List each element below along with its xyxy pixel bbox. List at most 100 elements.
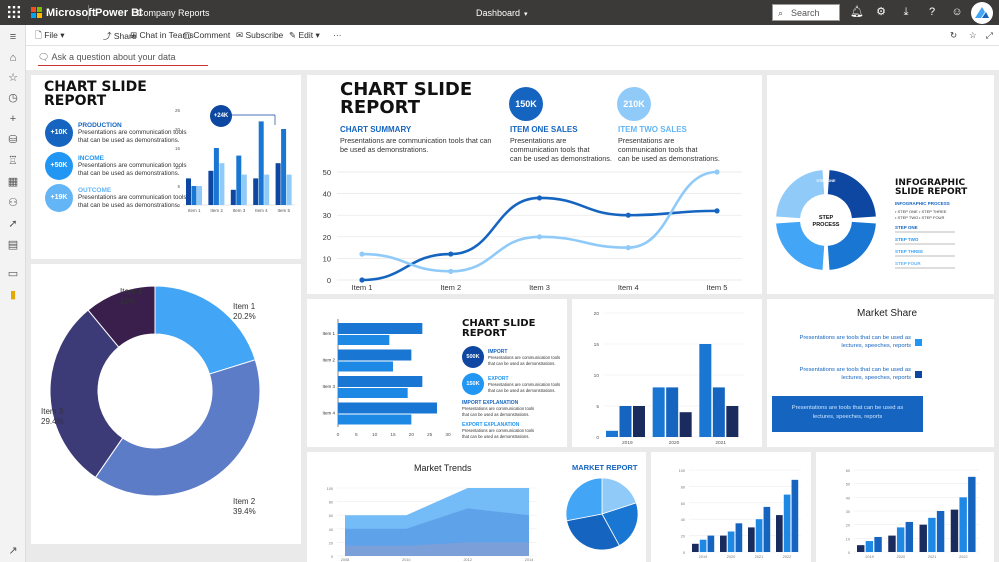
tile-chart-slide-report-2[interactable]: CHART SLIDE REPORT CHART SUMMARY Present…: [307, 75, 762, 294]
clock-icon[interactable]: ◷: [8, 92, 18, 104]
y-tick-label: Item 2: [322, 358, 335, 363]
market-share-text-2: Presentations are tools that can be used…: [799, 367, 912, 381]
market-share-swatch-2: [915, 371, 922, 378]
y-tick-label: 0: [596, 435, 599, 441]
monitor-icon[interactable]: ▭: [7, 268, 19, 280]
x-tick-label: 0: [337, 432, 340, 438]
teams-button[interactable]: [116, 30, 118, 40]
tile-chart-slide-report-1[interactable]: CHART SLIDE REPORT +10K PRODUCTION Prese…: [31, 75, 301, 259]
bell-icon[interactable]: 🔔︎: [850, 6, 864, 18]
file-menu[interactable]: 🗋︎ File ▾: [35, 30, 65, 40]
outcome-text: Presentations are communication tools tha…: [78, 194, 187, 209]
download-icon[interactable]: ⤓: [903, 6, 909, 18]
y-tick-label: 15: [175, 146, 181, 151]
y-tick-label: 100: [327, 487, 333, 491]
y-tick-label: 40: [323, 190, 331, 199]
export-text: Presentations are communication tools tha…: [488, 382, 561, 393]
more-options-button[interactable]: ···: [333, 30, 342, 40]
x-tick-label: 25: [427, 432, 433, 438]
bar: [776, 515, 783, 552]
tile-bar-chart-60[interactable]: 60 50 40 30 20 10 0 2019 2020 2021 2022: [816, 452, 994, 562]
gear-icon[interactable]: ⚙: [876, 6, 886, 18]
plus-icon[interactable]: +: [9, 113, 17, 125]
avatar[interactable]: [971, 2, 993, 24]
action-bar: 🗋︎ File ▾ ⤴ Share ⊞ Chat in Teams ▢ Comm…: [26, 25, 999, 46]
brand-name[interactable]: Microsoft: [46, 7, 96, 19]
export-explanation-label: EXPORT EXPLANATION: [462, 422, 520, 428]
refresh-icon[interactable]: ↻: [950, 30, 958, 40]
import-label: IMPORT: [488, 349, 508, 355]
cycle-segment: [776, 221, 825, 270]
product-name[interactable]: Power BI: [95, 7, 143, 19]
cycle-segment: [827, 170, 876, 219]
home-icon[interactable]: ⌂: [9, 52, 17, 64]
tile-bar-chart-100[interactable]: 100 80 60 40 20 0 2019 2020 2021 2022: [651, 452, 811, 562]
search-input[interactable]: ⌕ Search: [772, 4, 840, 21]
workspace-breadcrumb[interactable]: Company Reports: [137, 8, 210, 18]
item-two-label: ITEM TWO SALES: [618, 125, 687, 134]
data-point: [359, 251, 365, 257]
share-button[interactable]: ⤴ Share: [103, 31, 137, 41]
tile-market-trends[interactable]: Market Trends 100 80 60 40 20 0 2008 2010 2012 20…: [307, 452, 562, 562]
slice-value-label: 11%: [120, 297, 135, 306]
apps-icon[interactable]: ▦: [7, 176, 19, 188]
x-tick-label: 2020: [897, 555, 905, 559]
microsoft-logo-icon: [31, 7, 42, 18]
tile1-title-line1: CHART SLIDE: [44, 79, 147, 95]
bar: [726, 406, 739, 437]
database-icon[interactable]: ⛁: [8, 134, 18, 146]
workspace-icon[interactable]: ▮: [9, 289, 17, 301]
data-point: [625, 245, 631, 251]
market-share-text-1: Presentations are tools that can be used…: [799, 335, 912, 349]
bar: [950, 509, 959, 552]
pie-slice: [601, 502, 639, 547]
item-two-text: Presentations are communication tools tha…: [618, 136, 720, 163]
tile-market-report[interactable]: MARKET REPORT: [562, 452, 646, 562]
yearly-bar-chart: 0 5 10 15 20 2019 2020 2021: [594, 311, 744, 446]
slice-value-label: 20.2%: [233, 312, 256, 321]
outcome-badge: +19K: [45, 184, 73, 212]
people-icon[interactable]: ⚇: [8, 197, 18, 209]
rocket-icon[interactable]: ➚: [8, 218, 18, 230]
qa-bar[interactable]: 🗨︎ Ask a question about your data: [26, 46, 999, 70]
income-text: Presentations are communication tools tha…: [78, 162, 187, 177]
tile-horizontal-bar-report[interactable]: 0 5 10 15 20 25 30 Item 1 Item 2 Item 3 Item 4 CHA…: [307, 299, 567, 447]
app-launcher-icon[interactable]: [8, 6, 20, 18]
fullscreen-icon[interactable]: ⤢: [986, 30, 993, 40]
view-selector[interactable]: Dashboard ▾: [476, 8, 528, 18]
bar: [186, 178, 191, 205]
expand-arrow-icon[interactable]: ↗: [8, 545, 18, 557]
y-tick-label: Item 4: [322, 411, 335, 416]
y-tick-label: 0: [331, 555, 333, 559]
qa-input[interactable]: 🗨︎ Ask a question about your data: [38, 52, 176, 62]
trophy-icon[interactable]: ♖: [8, 155, 18, 167]
chat-in-teams-button[interactable]: ⊞ Chat in Teams: [130, 30, 194, 40]
donut-slice: [94, 359, 261, 497]
y-tick-label: 60: [681, 502, 685, 506]
x-tick-label: 2014: [525, 558, 533, 562]
help-icon[interactable]: ?: [928, 6, 936, 18]
hamburger-icon[interactable]: ≡: [9, 31, 17, 43]
bar: [197, 186, 202, 205]
y-tick-label: Item 3: [322, 384, 335, 389]
y-tick-label: 10: [846, 537, 850, 541]
tile-infographic[interactable]: STEP PROCESS STEP ONE STEP TWO INFOGRAPHIC …: [767, 75, 994, 294]
book-icon[interactable]: ▤: [7, 239, 19, 251]
data-point: [714, 208, 720, 214]
bar: [241, 174, 247, 205]
cycle-step-label: STEP TWO: [853, 218, 873, 222]
x-tick-label: 5: [355, 432, 358, 438]
star-icon[interactable]: ☆: [8, 72, 18, 84]
favorite-icon[interactable]: ☆: [969, 30, 977, 40]
subscribe-button[interactable]: ✉ Subscribe: [236, 30, 284, 40]
x-tick-label: 2022: [783, 555, 791, 559]
tile-market-share[interactable]: Market Share Presentations are tools tha…: [767, 299, 994, 447]
smiley-icon[interactable]: ☺: [951, 6, 963, 18]
y-tick-label: 40: [329, 528, 333, 532]
bar: [748, 527, 755, 552]
edit-button[interactable]: ✎ Edit ▾: [289, 30, 320, 40]
comment-button[interactable]: ▢ Comment: [183, 30, 231, 40]
tile-yearly-bar-chart[interactable]: 0 5 10 15 20 2019 2020 2021: [572, 299, 762, 447]
x-tick-label: Item 1: [352, 283, 373, 290]
